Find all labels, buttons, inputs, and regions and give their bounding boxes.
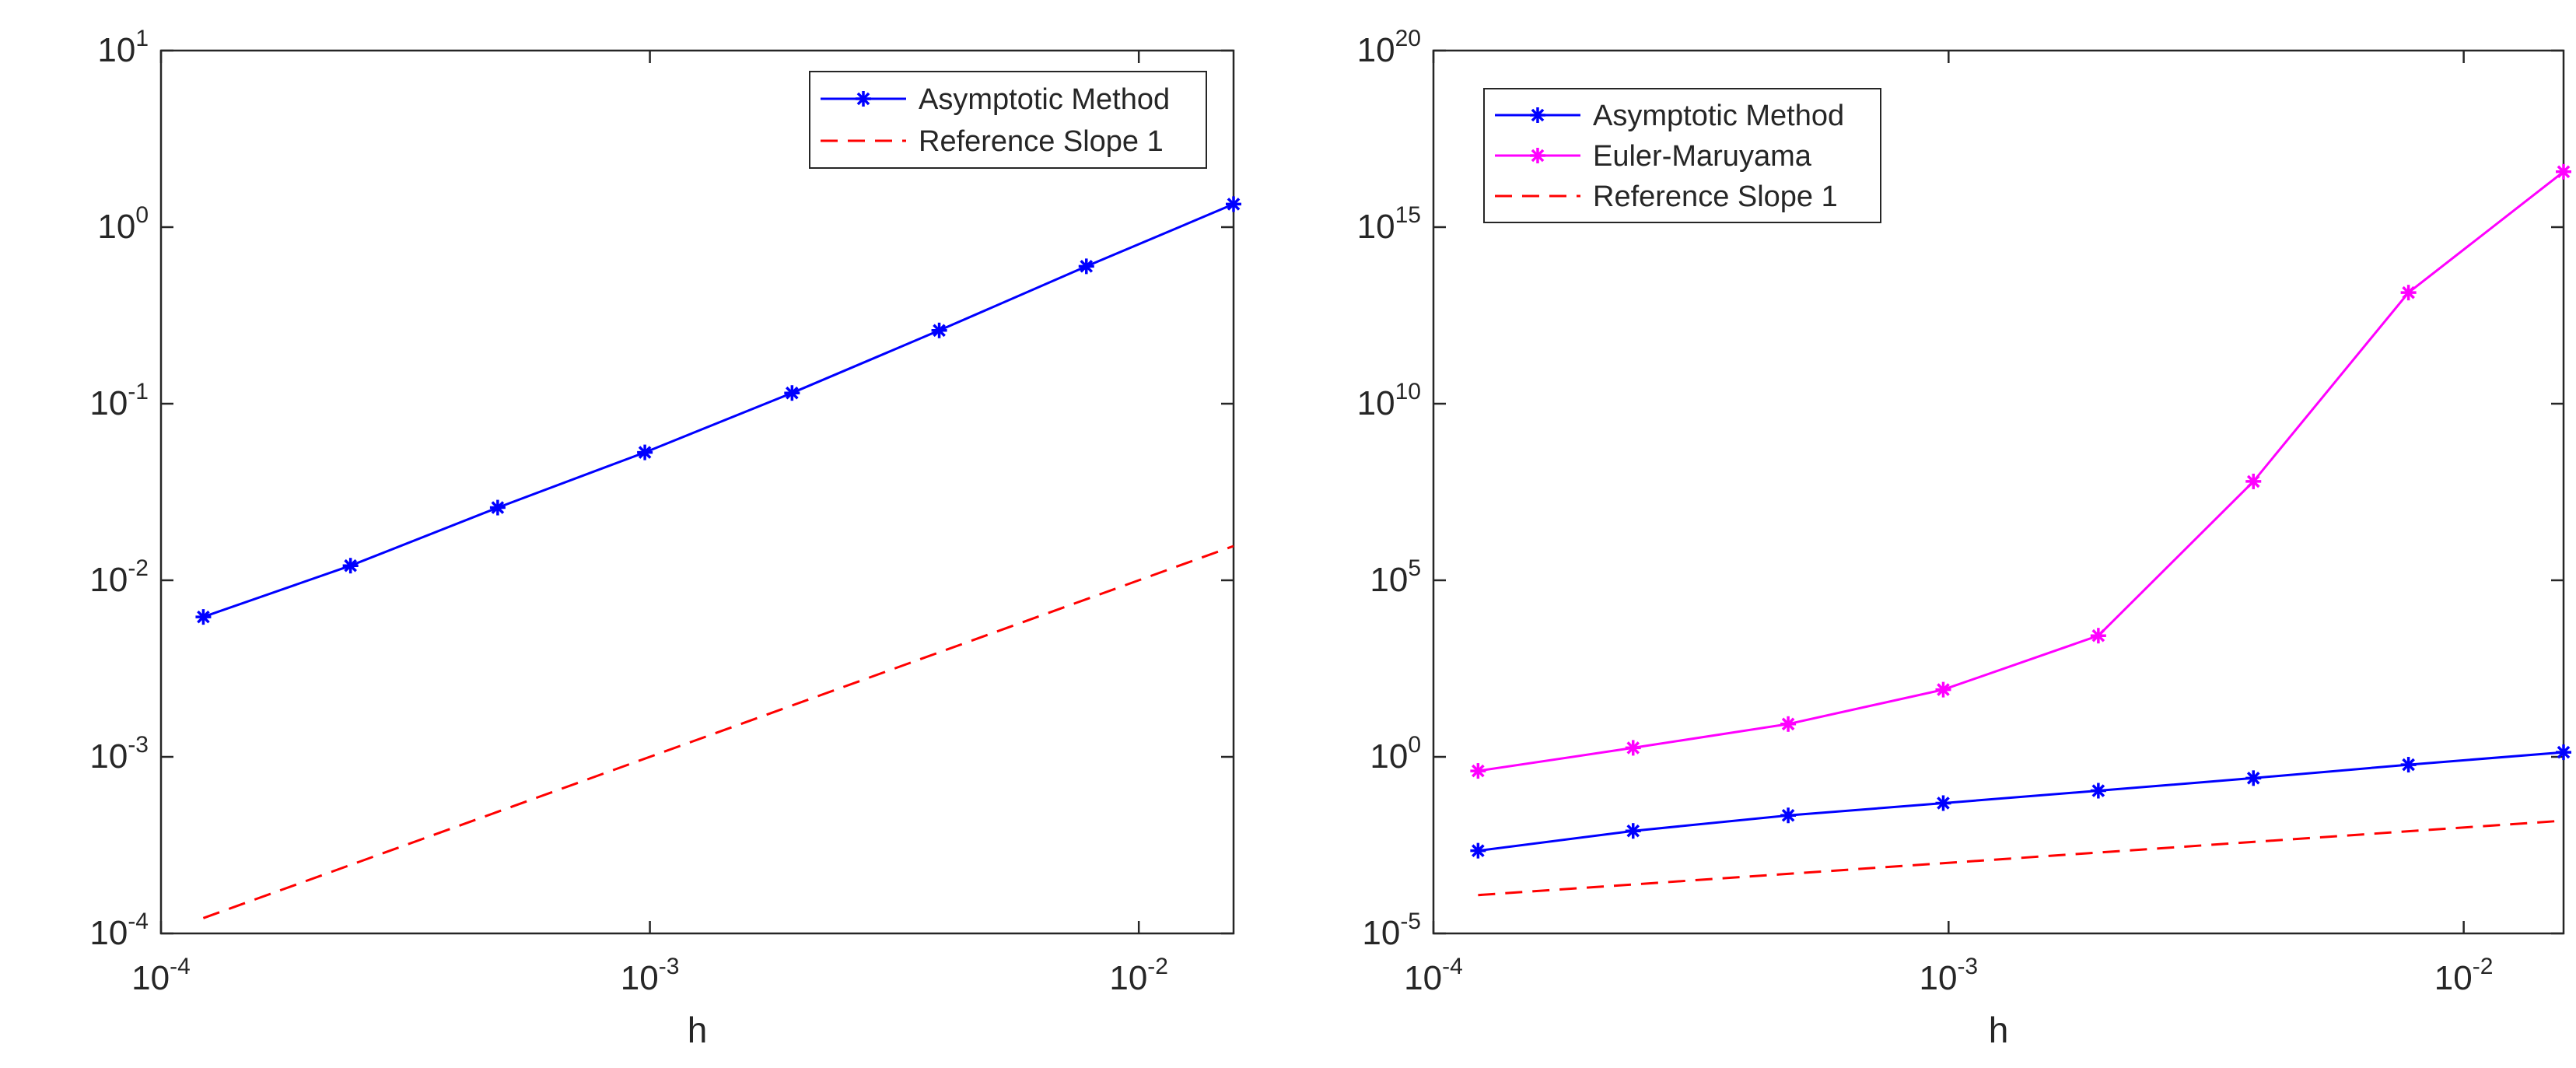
- legend-label: Asymptotic Method: [1593, 100, 1844, 132]
- data-point-asymptotic-method: [637, 444, 653, 460]
- y-tick-label: 101: [97, 26, 149, 69]
- x-tick-label: 10-2: [2434, 954, 2494, 997]
- data-point-euler-maruyama: [1935, 681, 1951, 698]
- legend-marker: [1530, 148, 1545, 163]
- legend-label: Reference Slope 1: [1593, 180, 1838, 213]
- data-point-asymptotic-method: [1226, 196, 1241, 212]
- series-line-asymptotic-method: [1478, 751, 2564, 853]
- data-point-asymptotic-method: [2245, 770, 2262, 786]
- legend-label: Euler-Maruyama: [1593, 140, 1812, 173]
- x-tick-label: 10-2: [1109, 954, 1168, 997]
- series-line-asymptotic-method: [202, 203, 1234, 618]
- data-point-asymptotic-method: [2400, 757, 2417, 773]
- series-line-reference-slope-1: [1478, 819, 2564, 897]
- data-point-asymptotic-method: [342, 558, 359, 574]
- y-tick-label: 10-4: [89, 909, 149, 952]
- legend-marker: [1530, 107, 1545, 123]
- data-point-asymptotic-method: [1470, 842, 1486, 859]
- data-point-asymptotic-method: [2090, 783, 2106, 799]
- data-point-asymptotic-method: [2556, 744, 2571, 761]
- data-point-euler-maruyama: [2400, 285, 2417, 301]
- data-point-euler-maruyama: [2556, 163, 2571, 180]
- data-point-euler-maruyama: [2245, 473, 2262, 489]
- legend-marker: [856, 91, 871, 107]
- data-point-euler-maruyama: [1470, 763, 1486, 779]
- y-tick-label: 100: [97, 202, 149, 246]
- legend: Asymptotic Method Reference Slope 1: [809, 71, 1207, 169]
- x-axis-label: h: [688, 1010, 708, 1050]
- y-tick-label: 10-5: [1362, 909, 1421, 952]
- legend-box: [809, 71, 1207, 169]
- y-tick-label: 10-2: [89, 555, 149, 599]
- x-tick-label: 10-4: [1404, 954, 1463, 997]
- y-tick-label: 10-1: [89, 379, 149, 422]
- y-tick-label: 1015: [1357, 202, 1421, 246]
- x-tick-label: 10-3: [621, 954, 680, 997]
- data-point-euler-maruyama: [1625, 740, 1641, 756]
- data-point-euler-maruyama: [2090, 628, 2106, 644]
- left-chart: 10-4 10-3 10-2 10-4 10-3 10-2 10-1 100 101 h Asymp…: [89, 26, 1241, 1050]
- y-tick-label: 1010: [1357, 379, 1421, 422]
- series-line-euler-maruyama: [1478, 170, 2564, 772]
- y-tick-label: 105: [1370, 555, 1421, 599]
- data-point-euler-maruyama: [1780, 716, 1797, 732]
- x-axis-label: h: [1989, 1010, 2009, 1050]
- data-point-asymptotic-method: [489, 499, 506, 516]
- data-point-asymptotic-method: [1625, 823, 1641, 839]
- x-tick-label: 10-4: [131, 954, 191, 997]
- data-point-asymptotic-method: [195, 609, 212, 625]
- data-point-asymptotic-method: [784, 385, 800, 401]
- data-point-asymptotic-method: [1935, 795, 1951, 811]
- data-point-asymptotic-method: [1078, 258, 1094, 275]
- y-tick-label: 100: [1370, 732, 1421, 776]
- right-chart: 10-4 10-3 10-2 10-5 100 105 1010 1015 1020 h Asymp…: [1357, 26, 2571, 1050]
- y-tick-label: 1020: [1357, 26, 1421, 69]
- series-line-reference-slope-1: [202, 545, 1234, 919]
- data-point-asymptotic-method: [1780, 807, 1797, 824]
- legend: Asymptotic Method Euler-Maruyama Reference…: [1483, 88, 1881, 223]
- plot-area: [159, 49, 1235, 935]
- y-tick-label: 10-3: [89, 732, 149, 776]
- x-tick-label: 10-3: [1919, 954, 1978, 997]
- legend-label: Reference Slope 1: [919, 125, 1164, 158]
- legend-label: Asymptotic Method: [919, 83, 1170, 116]
- data-point-asymptotic-method: [931, 322, 947, 338]
